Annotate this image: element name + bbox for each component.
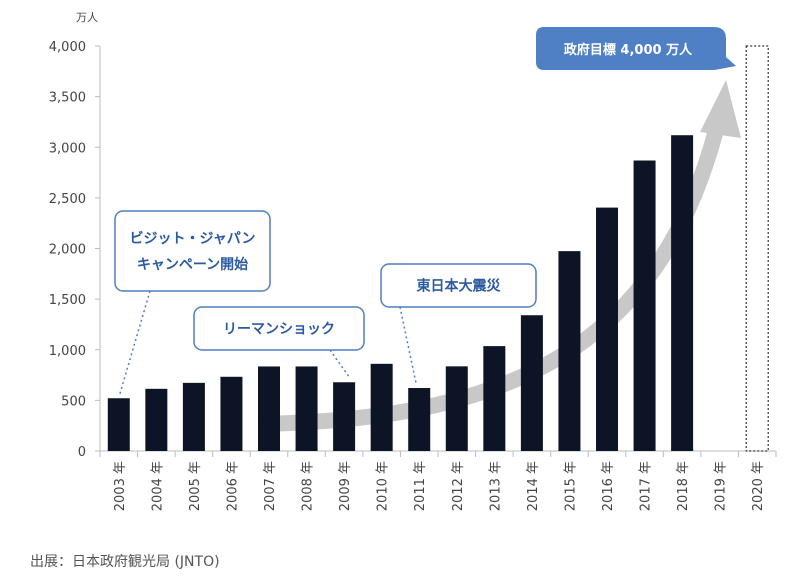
x-category-label: 2014 年 bbox=[526, 461, 541, 511]
axes: 0 500 1,000 1,500 2,000 2,500 3,000 3,500 4,000 万… bbox=[49, 11, 777, 460]
y-tick-label: 1,500 bbox=[49, 293, 86, 308]
bar bbox=[483, 346, 506, 451]
x-category-label: 2007 年 bbox=[263, 461, 278, 511]
x-category-label: 2006 年 bbox=[225, 461, 240, 511]
annotation-pointer bbox=[329, 349, 351, 379]
bar bbox=[182, 382, 205, 451]
x-category-label: 2020 年 bbox=[751, 461, 766, 511]
annotation-text: ビジット・ジャパン bbox=[130, 231, 256, 247]
annotation-text: リーマンショック bbox=[223, 322, 335, 338]
x-category-label: 2009 年 bbox=[338, 461, 353, 511]
y-unit-label: 万人 bbox=[76, 11, 98, 24]
annotation-box bbox=[380, 263, 537, 308]
annotation-box bbox=[114, 210, 271, 292]
target-callout: 政府目標 4,000 万人 bbox=[536, 27, 736, 70]
bar bbox=[445, 366, 468, 451]
bar bbox=[295, 366, 318, 451]
x-category-label: 2005 年 bbox=[188, 461, 203, 511]
target-bar bbox=[745, 45, 769, 452]
y-tick-label: 500 bbox=[61, 394, 86, 409]
x-category-label: 2016 年 bbox=[601, 461, 616, 511]
y-tick-label: 0 bbox=[78, 445, 86, 460]
y-tick-label: 2,000 bbox=[49, 243, 86, 258]
annotation-box bbox=[193, 306, 365, 351]
x-category-label: 2019 年 bbox=[714, 461, 729, 511]
bar bbox=[520, 315, 543, 451]
bars bbox=[107, 45, 769, 452]
target-callout-text: 政府目標 4,000 万人 bbox=[564, 42, 693, 58]
annotations: 政府目標 4,000 万人ビジット・ジャパンキャンペーン開始リーマンショック東日… bbox=[114, 27, 736, 395]
annotation-callout: リーマンショック bbox=[193, 306, 365, 379]
y-tick-label: 3,000 bbox=[49, 141, 86, 156]
x-category-label: 2011 年 bbox=[413, 461, 428, 511]
x-category-label: 2015 年 bbox=[563, 461, 578, 511]
annotation-pointer bbox=[119, 290, 151, 395]
x-category-label: 2004 年 bbox=[150, 461, 165, 511]
growth-arrow-head bbox=[700, 80, 741, 138]
y-tick-label: 3,500 bbox=[49, 91, 86, 106]
annotation-text: キャンペーン開始 bbox=[137, 256, 248, 273]
x-category-label: 2008 年 bbox=[301, 461, 316, 511]
x-category-label: 2010 年 bbox=[376, 461, 391, 511]
bar bbox=[220, 376, 243, 451]
y-tick-label: 2,500 bbox=[49, 192, 86, 207]
labels: 2003 年 2004 年 2005 年 2006 年 2007 年 2008 年 2009… bbox=[113, 461, 766, 511]
bar bbox=[408, 388, 431, 451]
x-category-label: 2012 年 bbox=[451, 461, 466, 511]
bar bbox=[596, 207, 618, 451]
x-category-label: 2013 年 bbox=[488, 461, 503, 511]
x-category-label: 2018 年 bbox=[676, 461, 691, 511]
bar bbox=[145, 388, 168, 451]
bar bbox=[633, 160, 656, 452]
y-tick-label: 1,000 bbox=[49, 344, 86, 359]
bar bbox=[558, 251, 581, 451]
bar bbox=[107, 398, 130, 451]
bar bbox=[370, 363, 393, 451]
target-callout-box bbox=[536, 27, 736, 70]
bar bbox=[258, 366, 280, 451]
x-category-label: 2017 年 bbox=[639, 461, 654, 511]
bar bbox=[671, 135, 694, 452]
annotation-text: 東日本大震災 bbox=[417, 278, 502, 295]
x-category-label: 2003 年 bbox=[113, 461, 128, 511]
annotation-pointer bbox=[399, 306, 417, 385]
bar bbox=[333, 382, 356, 451]
annotation-callout: 東日本大震災 bbox=[380, 263, 537, 385]
source-note: 出展：日本政府観光局 (JNTO) bbox=[30, 554, 220, 570]
y-tick-label: 4,000 bbox=[49, 40, 86, 55]
bar-chart: 0 500 1,000 1,500 2,000 2,500 3,000 3,500 4,000 万… bbox=[49, 11, 777, 511]
